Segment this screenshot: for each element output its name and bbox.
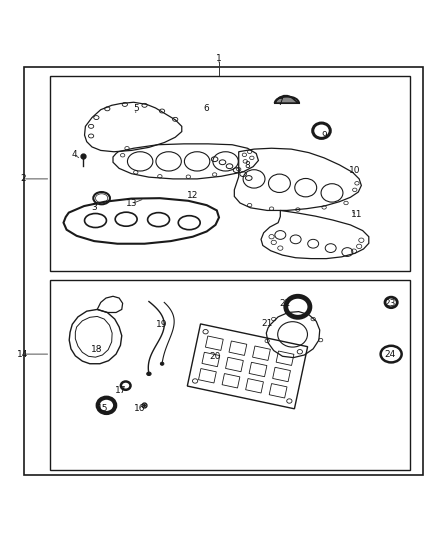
Ellipse shape xyxy=(147,372,151,376)
Text: 7: 7 xyxy=(277,98,283,107)
Text: 17: 17 xyxy=(115,385,126,394)
Text: 20: 20 xyxy=(209,352,220,361)
Text: 21: 21 xyxy=(261,319,273,328)
Text: 5: 5 xyxy=(133,104,139,114)
Text: 10: 10 xyxy=(349,166,360,175)
Text: 19: 19 xyxy=(156,320,168,329)
Text: 23: 23 xyxy=(384,299,396,308)
Text: 4: 4 xyxy=(72,150,77,159)
Polygon shape xyxy=(275,96,299,103)
Text: 1: 1 xyxy=(216,54,222,63)
Text: 18: 18 xyxy=(91,345,102,354)
Bar xyxy=(50,76,410,271)
Text: 11: 11 xyxy=(351,211,363,219)
Text: 12: 12 xyxy=(187,191,198,200)
Text: 16: 16 xyxy=(134,405,146,414)
Text: 2: 2 xyxy=(20,174,25,183)
Text: 8: 8 xyxy=(244,161,251,170)
Text: 24: 24 xyxy=(384,350,396,359)
Text: 6: 6 xyxy=(203,104,209,114)
Bar xyxy=(50,280,410,470)
Text: 14: 14 xyxy=(17,350,28,359)
Text: 22: 22 xyxy=(279,299,290,308)
Text: 15: 15 xyxy=(97,405,109,414)
Text: 3: 3 xyxy=(91,203,97,212)
Text: 13: 13 xyxy=(126,199,137,208)
Text: 9: 9 xyxy=(321,131,327,140)
Ellipse shape xyxy=(160,362,164,365)
